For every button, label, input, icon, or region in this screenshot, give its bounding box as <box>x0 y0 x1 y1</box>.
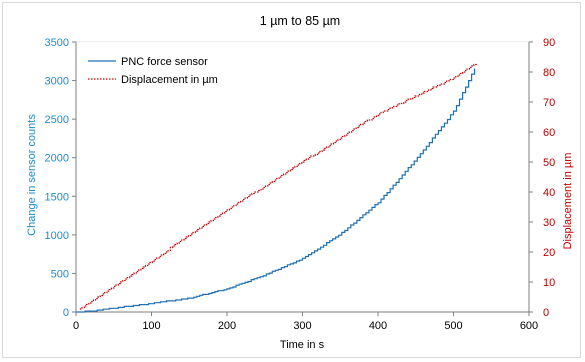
chart-title: 1 µm to 85 µm <box>260 14 340 28</box>
y-left-tick-label: 0 <box>63 307 69 319</box>
legend-label-force: PNC force sensor <box>121 56 208 68</box>
y-left-tick-label: 2000 <box>45 153 69 165</box>
x-tick-label: 600 <box>520 320 538 332</box>
series-force-sensor-line <box>76 68 476 313</box>
y-right-tick-label: 90 <box>543 37 555 49</box>
x-tick-label: 300 <box>293 320 311 332</box>
y-left-tick-label: 1500 <box>45 191 69 203</box>
y-right-tick-label: 0 <box>543 307 549 319</box>
y-right-tick-label: 70 <box>543 97 555 109</box>
y-left-tick-label: 1000 <box>45 230 69 242</box>
x-axis-label: Time in s <box>280 339 325 351</box>
series-layer <box>76 63 477 313</box>
x-tick-label: 0 <box>73 320 79 332</box>
x-tick-label: 500 <box>444 320 462 332</box>
series-displacement-line <box>79 63 477 310</box>
x-tick-label: 200 <box>218 320 236 332</box>
legend: PNC force sensor Displacement in µm <box>88 56 218 86</box>
y-right-tick-label: 30 <box>543 217 555 229</box>
plot-background <box>76 42 529 312</box>
y-right-tick-label: 60 <box>543 127 555 139</box>
y-left-tick-label: 500 <box>51 268 69 280</box>
y-right-tick-label: 10 <box>543 277 555 289</box>
y-axis-label-right: Displacement in µm <box>562 153 574 250</box>
x-tick-label: 400 <box>369 320 387 332</box>
y-left-tick-label: 2500 <box>45 114 69 126</box>
y-axis-label-left: Change in sensor counts <box>26 114 38 236</box>
legend-label-displacement: Displacement in µm <box>121 74 218 86</box>
y-left-tick-label: 3500 <box>45 37 69 49</box>
y-right-tick-label: 20 <box>543 247 555 259</box>
axis-layer: 0 100 200 300 400 500 600050010001500200025003… <box>45 37 556 332</box>
y-right-tick-label: 50 <box>543 157 555 169</box>
y-right-tick-label: 80 <box>543 67 555 79</box>
x-tick-label: 100 <box>142 320 160 332</box>
y-right-tick-label: 40 <box>543 187 555 199</box>
plot-area <box>76 42 529 312</box>
y-left-tick-label: 3000 <box>45 76 69 88</box>
